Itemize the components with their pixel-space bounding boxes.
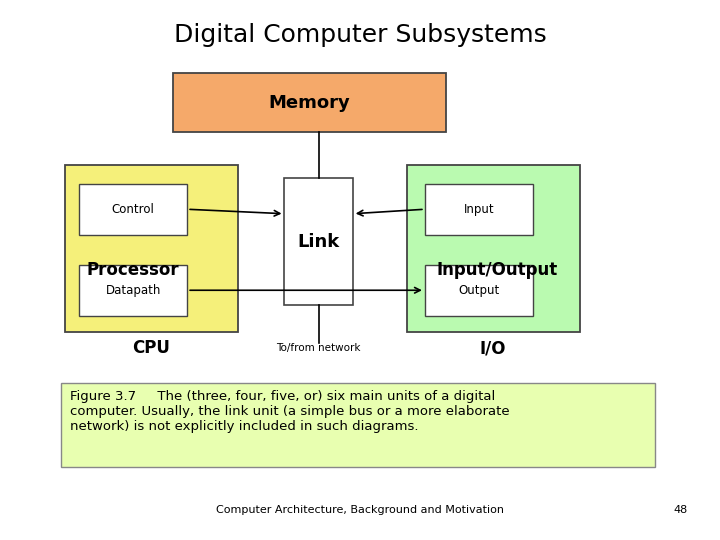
Text: Output: Output [458, 284, 500, 297]
Text: Control: Control [112, 202, 155, 216]
Text: 48: 48 [673, 505, 688, 515]
Text: Processor: Processor [87, 261, 179, 279]
Bar [65, 165, 238, 332]
Text: I/O: I/O [480, 339, 506, 357]
Bar [79, 265, 187, 316]
Text: Computer Architecture, Background and Motivation: Computer Architecture, Background and Mo… [216, 505, 504, 515]
Text: To/from network: To/from network [276, 343, 361, 353]
Bar [79, 184, 187, 235]
Text: Link: Link [297, 233, 340, 251]
Bar [173, 73, 446, 132]
Text: Memory: Memory [269, 93, 351, 112]
Bar [284, 178, 353, 305]
Text: Figure 3.7     The (three, four, five, or) six main units of a digital
computer.: Figure 3.7 The (three, four, five, or) s… [70, 390, 510, 433]
Text: Datapath: Datapath [106, 284, 161, 297]
Bar [407, 165, 580, 332]
Text: Input/Output: Input/Output [436, 261, 557, 279]
Text: Digital Computer Subsystems: Digital Computer Subsystems [174, 23, 546, 47]
Text: CPU: CPU [132, 339, 170, 357]
Bar [61, 383, 655, 467]
Bar [425, 265, 533, 316]
Text: Input: Input [464, 202, 494, 216]
Bar [425, 184, 533, 235]
